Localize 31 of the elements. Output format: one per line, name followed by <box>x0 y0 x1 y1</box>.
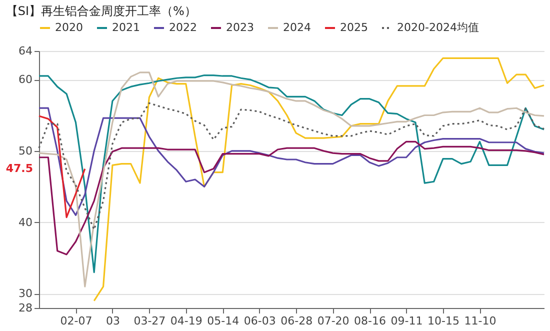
line-series <box>38 115 86 218</box>
legend-label: 2020 <box>55 21 83 34</box>
x-tick-label: 07-20 <box>317 314 350 328</box>
legend-label: 2022 <box>169 21 197 34</box>
x-tick-label: 03-27 <box>134 314 166 328</box>
x-tick-label: 06-03 <box>244 314 276 328</box>
legend-label: 2025 <box>340 21 368 34</box>
line-series <box>38 140 545 256</box>
y-tick-label: 40 <box>18 216 32 229</box>
text: 47.5 <box>6 162 33 175</box>
x-tick-label: 09-11 <box>390 314 423 328</box>
y-tick-label: 64 <box>18 44 32 58</box>
legend-label: 2020-2024均值 <box>397 21 479 34</box>
x-tick-label: 05-14 <box>207 314 240 328</box>
x-tick-label: 02-07 <box>60 314 92 328</box>
y-tick-label: 30 <box>18 287 32 300</box>
x-tick-label: 06-28 <box>280 314 313 328</box>
y-tick-label: 28 <box>18 302 32 314</box>
line-series <box>38 107 545 216</box>
x-tick-label: 03 <box>106 314 120 328</box>
legend-label: 2023 <box>226 21 254 34</box>
legend-label: 2024 <box>283 21 311 34</box>
legend-label: 2021 <box>112 21 140 34</box>
line-series <box>93 57 545 302</box>
y-tick-label: 60 <box>18 73 32 86</box>
x-tick-label: 04-19 <box>170 314 202 328</box>
chart-title: 【SI】再生铝合金周度开工率（%） <box>6 4 196 18</box>
x-tick-label: 08-16 <box>354 314 386 328</box>
x-tick-label: 11-10 <box>464 314 496 328</box>
x-tick-label: 10-15 <box>428 314 460 328</box>
y-tick-label: 50 <box>18 144 32 158</box>
